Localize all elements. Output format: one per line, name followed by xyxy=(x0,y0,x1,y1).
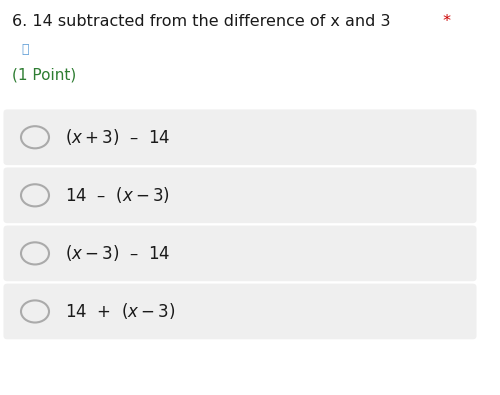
Text: 🔈: 🔈 xyxy=(22,43,29,56)
FancyBboxPatch shape xyxy=(4,167,476,223)
Text: $(x - 3)$  –  14: $(x - 3)$ – 14 xyxy=(65,243,170,263)
Text: (1 Point): (1 Point) xyxy=(12,67,77,82)
Text: 14  +  $(x - 3)$: 14 + $(x - 3)$ xyxy=(65,301,176,322)
FancyBboxPatch shape xyxy=(4,109,476,165)
FancyBboxPatch shape xyxy=(4,226,476,281)
Text: 6. 14 subtracted from the difference of x and 3: 6. 14 subtracted from the difference of … xyxy=(12,14,391,29)
FancyBboxPatch shape xyxy=(4,284,476,339)
Text: $(x + 3)$  –  14: $(x + 3)$ – 14 xyxy=(65,127,170,147)
Text: *: * xyxy=(438,14,450,29)
Text: 14  –  $(x - 3)$: 14 – $(x - 3)$ xyxy=(65,185,170,205)
